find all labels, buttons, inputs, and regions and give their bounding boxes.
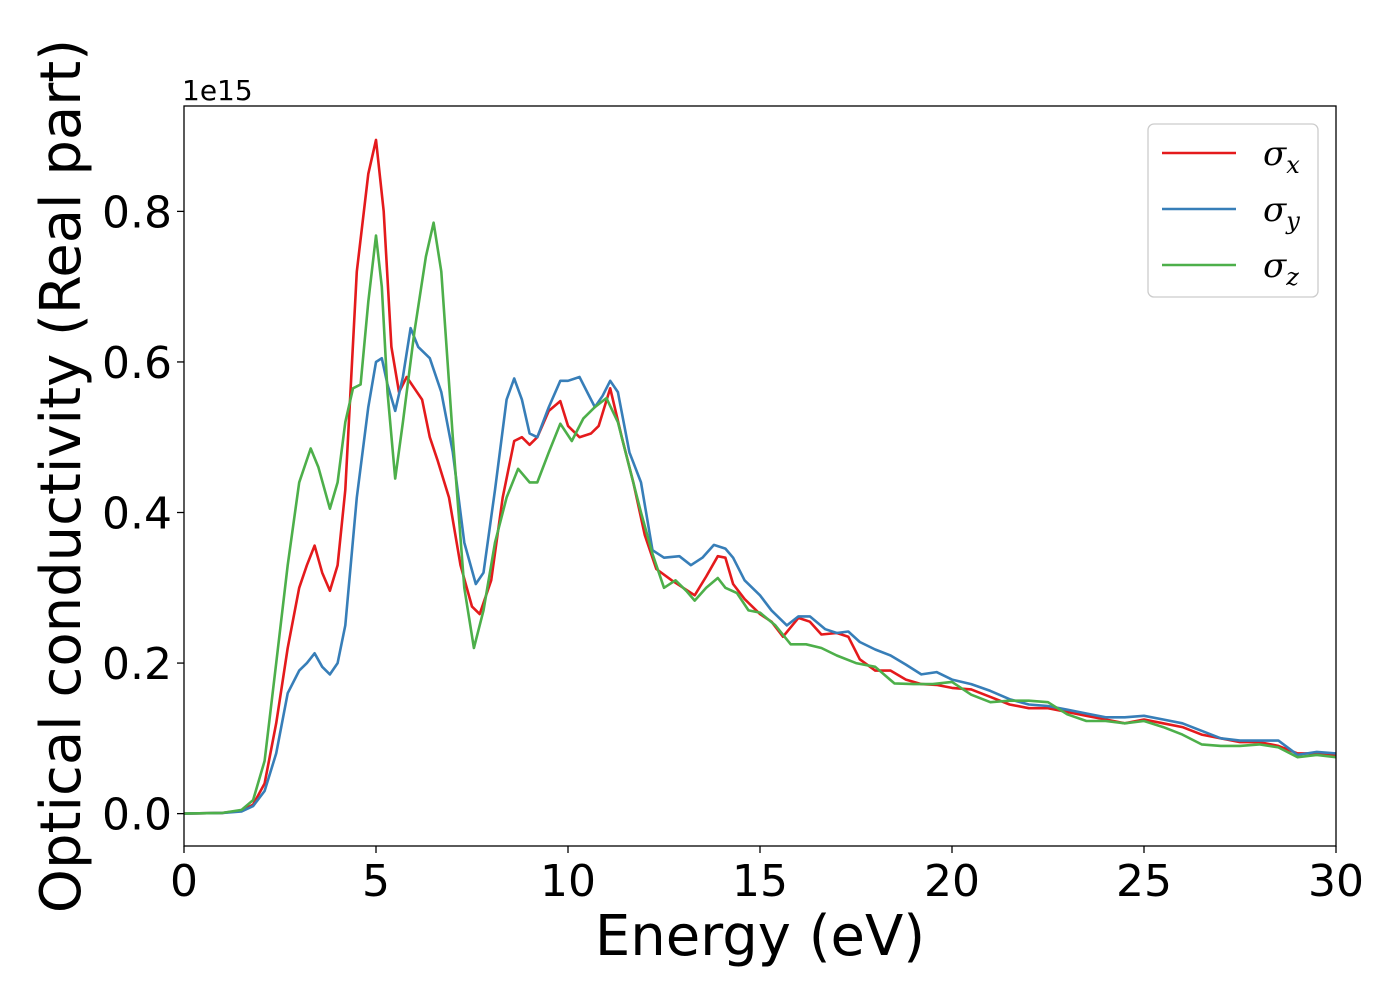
y-tick-label: 0.4 [102,489,172,540]
x-axis-label: Energy (eV) [595,904,925,969]
y-offset-label: 1e15 [182,74,253,107]
series-layer [184,138,1336,815]
x-tick-label: 30 [1308,856,1364,907]
x-tick-label: 5 [362,856,390,907]
y-tick-label: 0.8 [102,187,172,238]
y-tick-label: 0.6 [102,338,172,389]
y-axis-ticks: 0.0 0.2 0.4 0.6 0.8 [102,187,184,841]
y-tick-label: 0.0 [102,790,172,841]
series-line-z [184,221,1336,815]
y-tick-label: 0.2 [102,639,172,690]
legend-box [1147,123,1319,298]
x-tick-label: 15 [732,856,788,907]
series-line-y [184,326,1336,815]
plot-background [184,106,1336,846]
x-axis-ticks: 0 5 10 15 20 25 30 [170,846,1364,907]
x-tick-label: 20 [924,856,980,907]
series-line-x [184,138,1336,815]
x-tick-label: 10 [540,856,596,907]
x-tick-label: 0 [170,856,198,907]
x-tick-label: 25 [1116,856,1172,907]
y-axis-label: Optical conductivity (Real part) [29,39,94,913]
